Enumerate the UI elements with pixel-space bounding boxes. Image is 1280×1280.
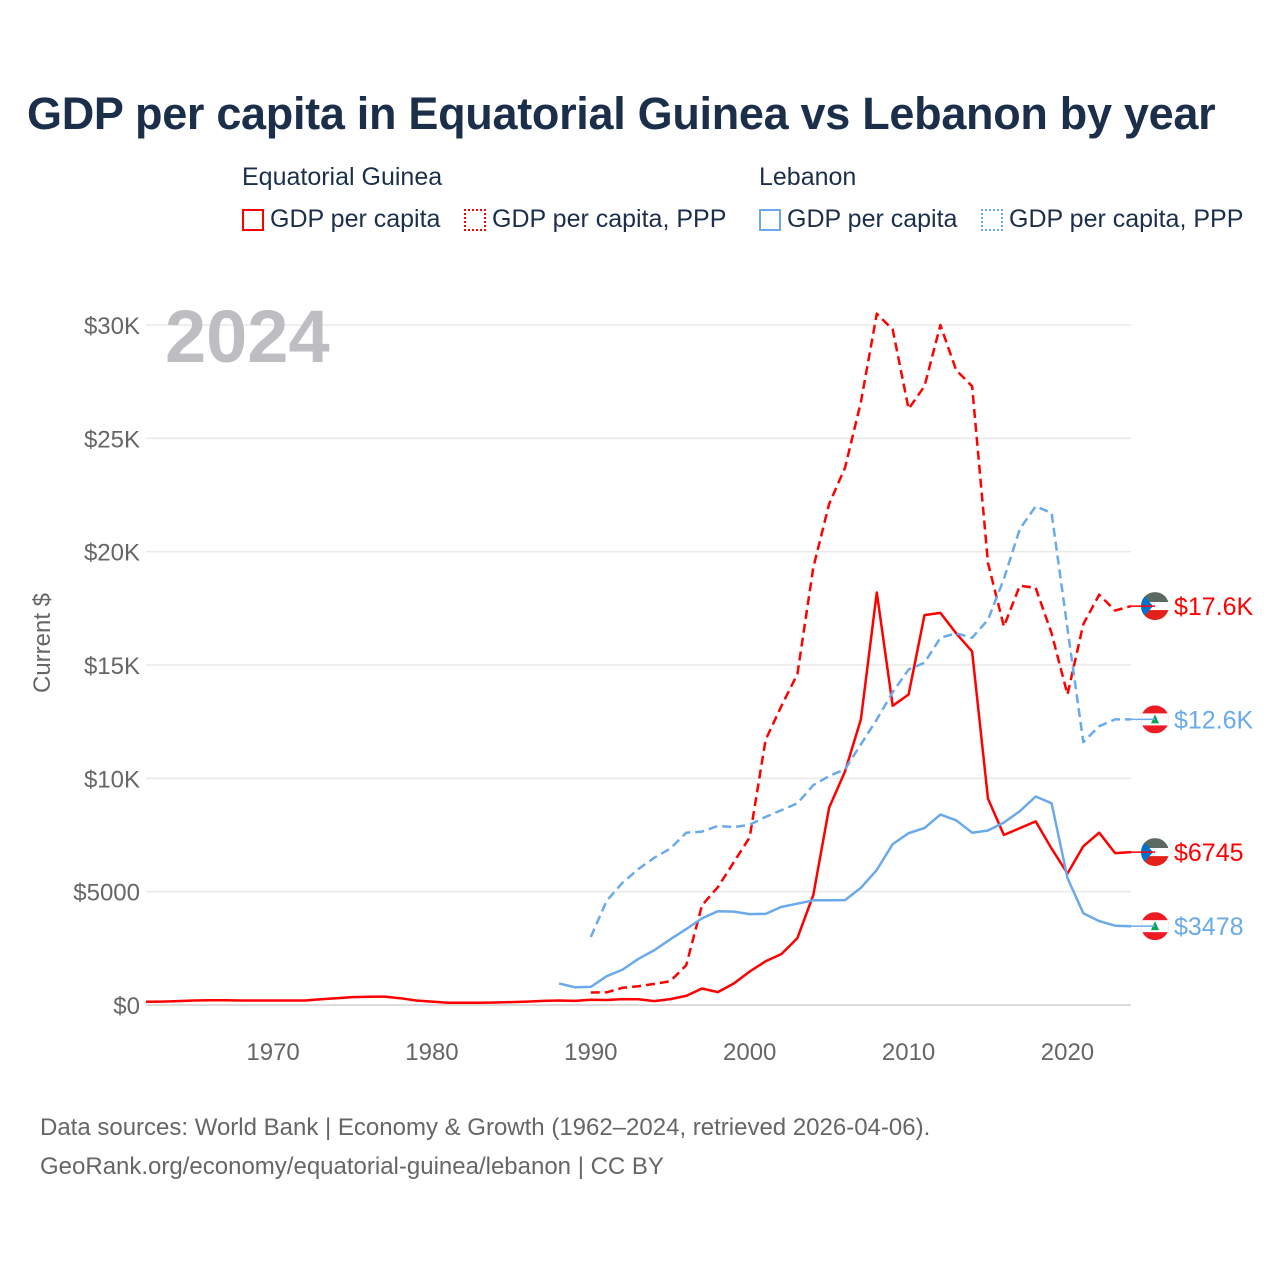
legend-swatch-dotted-blue [981, 208, 1003, 231]
y-tick-label: $10K [84, 766, 140, 793]
series-line [558, 795, 1132, 989]
flag-stripe [1141, 856, 1169, 867]
end-value-label: $17.6K [1174, 593, 1254, 621]
x-tick-label: 1980 [405, 1039, 458, 1066]
flag-stripe [1141, 838, 1169, 849]
legend-label: GDP per capita [787, 205, 958, 233]
legend-swatch-solid-red [242, 208, 264, 231]
y-tick-label: $15K [84, 653, 140, 680]
x-tick-label: 1970 [246, 1039, 299, 1066]
footer: Data sources: World Bank | Economy & Gro… [40, 1108, 930, 1186]
end-value-label: $3478 [1174, 913, 1244, 941]
year-watermark: 2024 [165, 295, 330, 378]
footer-sources: Data sources: World Bank | Economy & Gro… [40, 1114, 931, 1141]
legend-label: GDP per capita [270, 205, 441, 233]
x-tick-label: 1990 [564, 1039, 617, 1066]
legend-label: GDP per capita, PPP [492, 205, 727, 233]
series-line [145, 591, 1132, 1004]
flag-stripe [1141, 592, 1169, 603]
y-tick-label: $25K [84, 426, 140, 453]
flag-stripe [1141, 610, 1169, 621]
legend-lb-gdp[interactable]: GDP per capita [759, 205, 957, 234]
end-value-label: $6745 [1174, 839, 1244, 867]
chart-title: GDP per capita in Equatorial Guinea vs L… [27, 88, 1216, 139]
legend-group-equatorial-guinea: Equatorial Guinea [242, 163, 443, 191]
legend-label: GDP per capita, PPP [1009, 205, 1244, 233]
y-axis-label: Current $ [29, 593, 56, 693]
y-tick-label: $20K [84, 540, 140, 567]
legend-lb-ppp[interactable]: GDP per capita, PPP [981, 205, 1243, 234]
y-tick-label: $30K [84, 313, 140, 340]
legend-swatch-solid-blue [759, 208, 781, 231]
x-tick-label: 2010 [882, 1039, 935, 1066]
legend-swatch-dotted-red [464, 208, 486, 231]
x-tick-label: 2000 [723, 1039, 776, 1066]
x-tick-label: 2020 [1041, 1039, 1094, 1066]
end-value-label: $12.6K [1174, 706, 1254, 734]
y-tick-label: $0 [113, 993, 140, 1020]
footer-link[interactable]: GeoRank.org/economy/equatorial-guinea/le… [40, 1153, 664, 1180]
legend-eq-gdp[interactable]: GDP per capita [242, 205, 440, 234]
series-line [590, 312, 1132, 994]
series-line [589, 505, 1131, 938]
y-tick-label: $5000 [73, 880, 140, 907]
lebanon-flag-icon [1141, 912, 1169, 941]
legend-eq-ppp[interactable]: GDP per capita, PPP [464, 205, 726, 234]
legend-group-lebanon: Lebanon [759, 163, 857, 191]
